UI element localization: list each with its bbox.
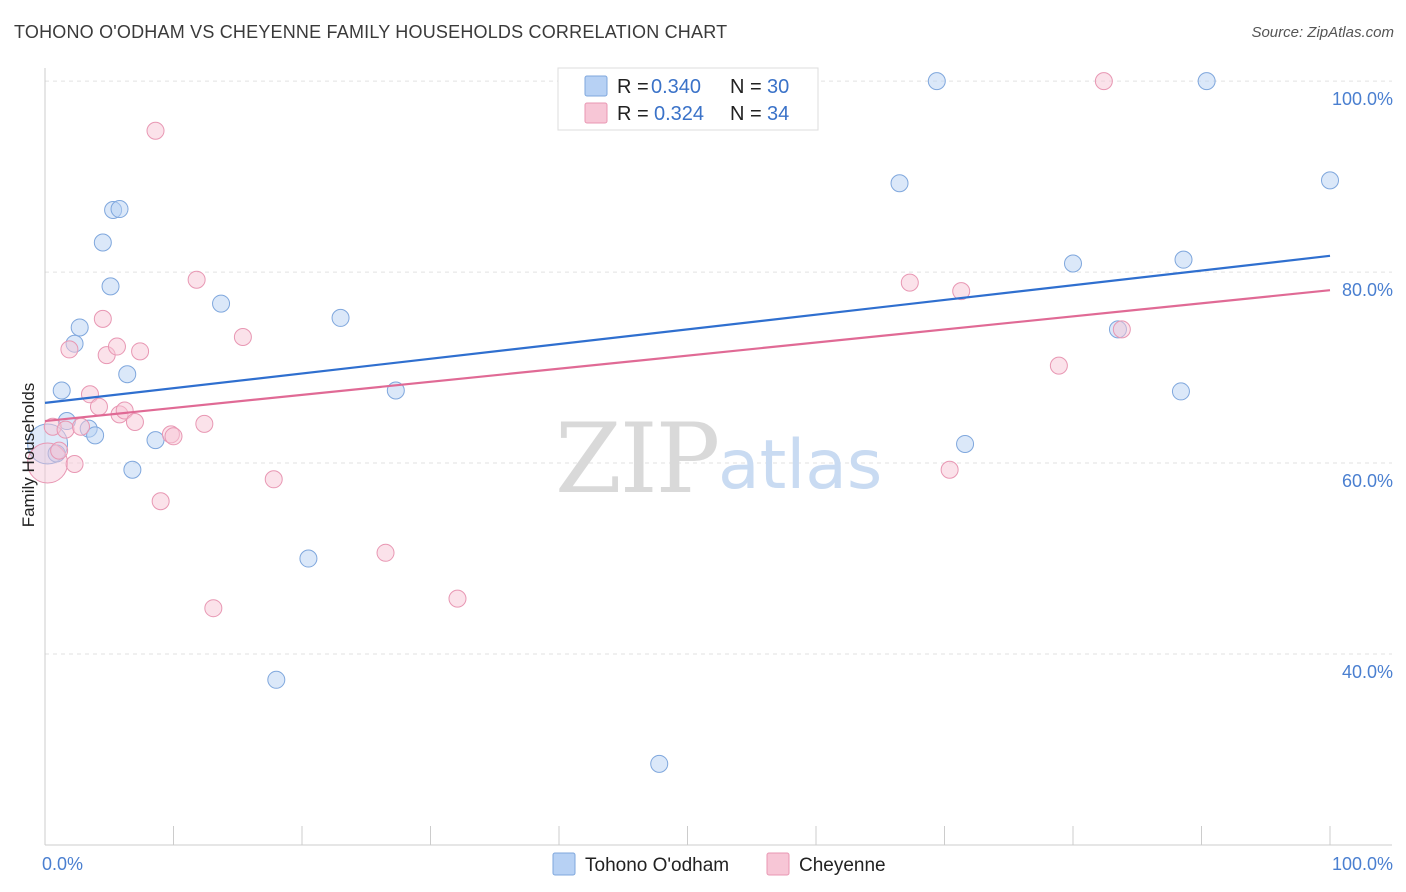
watermark-zip: ZIP — [555, 403, 718, 515]
cheyenne-point-9 — [93, 309, 112, 328]
bottom-legend-label-tohono: Tohono O'odham — [585, 855, 729, 876]
tohono-point-21 — [890, 174, 909, 193]
cheyenne-point-17 — [151, 492, 170, 511]
cheyenne-point-22 — [204, 599, 223, 618]
tohono-point-18 — [331, 308, 350, 327]
y-tick-label-60: 60.0% — [1342, 471, 1393, 491]
y-tick-label-40: 40.0% — [1342, 662, 1393, 682]
x-tick-label-100: 100.0% — [1332, 854, 1393, 874]
tohono-point-13 — [123, 460, 142, 479]
tohono-point-23 — [956, 434, 975, 453]
tohono-point-22 — [927, 72, 946, 91]
legend-r-label-cheyenne: R = — [617, 103, 649, 125]
y-tick-labels: 100.0% 80.0% 60.0% 40.0% — [1332, 89, 1393, 682]
bottom-legend-swatch-tohono — [552, 852, 576, 876]
cheyenne-point-30 — [1049, 356, 1068, 375]
legend-n-label-tohono: N = — [730, 76, 762, 98]
bottom-legend: Tohono O'odham Cheyenne — [552, 852, 886, 876]
cheyenne-point-23 — [233, 328, 252, 347]
cheyenne-point-26 — [448, 589, 467, 608]
legend-r-label-tohono: R = — [617, 76, 649, 98]
cheyenne-point-24 — [264, 470, 283, 489]
bottom-legend-label-cheyenne: Cheyenne — [799, 855, 886, 876]
y-tick-label-80: 80.0% — [1342, 280, 1393, 300]
tohono-point-20 — [650, 754, 669, 773]
cheyenne-point-31 — [1094, 72, 1113, 91]
tohono-point-17 — [299, 549, 318, 568]
tohono-point-9 — [101, 277, 120, 296]
grid-lines — [45, 80, 1392, 655]
cheyenne-trend-line — [44, 289, 1331, 423]
tohono-point-11 — [110, 200, 129, 219]
legend-r-value-tohono: 0.340 — [651, 76, 701, 98]
watermark: ZIP atlas — [555, 403, 882, 515]
x-tick-labels: 0.0% 100.0% — [42, 854, 1393, 874]
cheyenne-point-16 — [146, 121, 165, 140]
chart-title: TOHONO O'ODHAM VS CHEYENNE FAMILY HOUSEH… — [14, 22, 728, 42]
cheyenne-point-14 — [125, 412, 144, 431]
cheyenne-point-15 — [131, 342, 150, 361]
tohono-trend-line — [44, 254, 1331, 404]
cheyenne-point-19 — [164, 427, 183, 446]
cheyenne-point-29 — [952, 282, 971, 301]
data-points — [27, 72, 1339, 773]
tohono-point-26 — [1171, 382, 1190, 401]
cheyenne-point-3 — [56, 420, 75, 439]
cheyenne-point-28 — [940, 460, 959, 479]
cheyenne-point-27 — [900, 273, 919, 292]
legend-n-value-tohono: 30 — [767, 76, 789, 98]
y-tick-label-100: 100.0% — [1332, 89, 1393, 109]
legend-swatch-tohono — [584, 75, 608, 97]
cheyenne-point-25 — [376, 543, 395, 562]
tohono-point-29 — [1321, 171, 1339, 190]
legend-n-label-cheyenne: N = — [730, 103, 762, 125]
cheyenne-point-32 — [1112, 320, 1131, 339]
legend-swatch-cheyenne — [584, 102, 608, 124]
legend: R = 0.340 N = 30 R = 0.324 N = 34 — [557, 67, 819, 131]
bottom-legend-swatch-cheyenne — [766, 852, 790, 876]
cheyenne-point-20 — [187, 270, 206, 289]
tohono-point-8 — [93, 233, 112, 252]
legend-r-value-cheyenne: 0.324 — [654, 103, 704, 125]
tohono-point-15 — [212, 294, 231, 313]
tohono-point-5 — [70, 318, 89, 337]
tohono-point-24 — [1064, 254, 1082, 273]
tohono-point-14 — [146, 431, 165, 450]
cheyenne-point-2 — [50, 441, 69, 460]
cheyenne-point-6 — [71, 417, 90, 436]
cheyenne-point-21 — [195, 414, 214, 433]
cheyenne-point-4 — [60, 340, 79, 359]
cheyenne-point-8 — [89, 397, 108, 416]
x-tick-label-0: 0.0% — [42, 854, 83, 874]
y-axis-label: Family Households — [19, 383, 38, 528]
cheyenne-point-11 — [107, 337, 126, 356]
tohono-point-12 — [118, 365, 137, 384]
watermark-atlas: atlas — [718, 426, 882, 505]
tohono-point-28 — [1197, 72, 1216, 91]
cheyenne-point-5 — [65, 455, 84, 474]
source-label: Source: ZipAtlas.com — [1251, 24, 1394, 41]
tohono-point-2 — [52, 381, 71, 400]
legend-n-value-cheyenne: 34 — [767, 103, 789, 125]
cheyenne-point-13 — [115, 401, 134, 420]
tohono-point-7 — [86, 426, 105, 445]
tohono-point-27 — [1174, 250, 1193, 269]
trend-lines — [44, 254, 1331, 423]
axes — [44, 68, 1392, 846]
tohono-point-16 — [267, 670, 286, 689]
